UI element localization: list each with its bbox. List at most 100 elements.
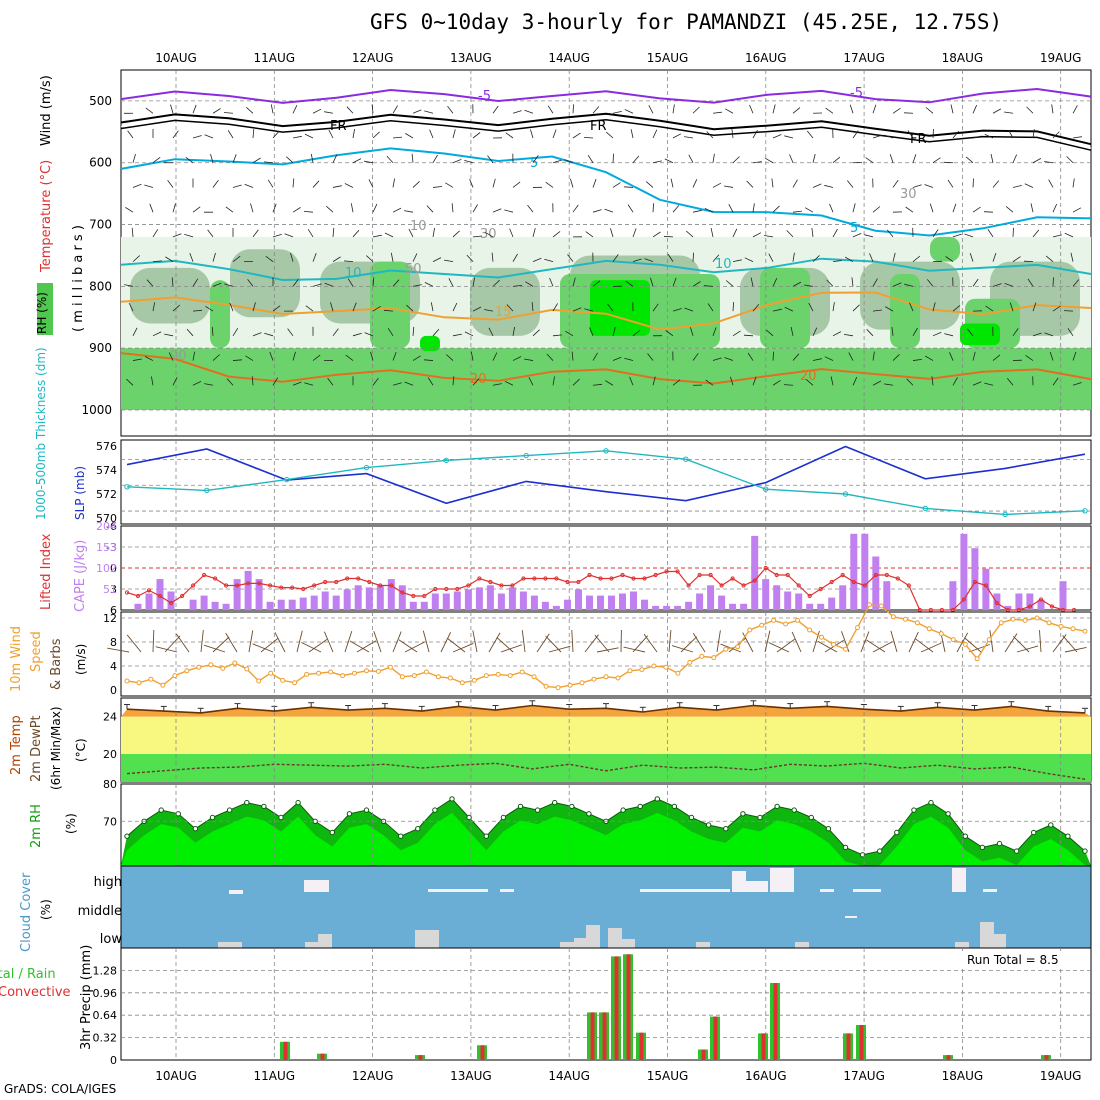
- wind-barb: [712, 357, 722, 361]
- wind-barb: [250, 203, 254, 213]
- wind-barb: [623, 186, 634, 188]
- wind10-marker: [819, 634, 824, 640]
- wind-barb: [426, 205, 434, 213]
- wind-barb: [392, 279, 400, 287]
- wind-barb: [692, 353, 699, 361]
- wind10-barb: [671, 645, 694, 653]
- cape-bar: [530, 595, 538, 610]
- wind-barb: [152, 229, 159, 238]
- wind-barb: [992, 180, 1000, 188]
- wind-barb: [406, 304, 414, 312]
- wind-barb: [752, 203, 755, 213]
- cloud-high-block: [770, 868, 794, 892]
- lifted-index-marker: [620, 572, 625, 578]
- wind-barb: [1072, 279, 1080, 287]
- wind-barb: [852, 203, 856, 213]
- wind-barb: [648, 105, 654, 114]
- wind-barb: [1030, 203, 1034, 213]
- wind-barb: [744, 257, 754, 262]
- wind-barb: [587, 154, 594, 163]
- wind-barb: [750, 277, 754, 287]
- wind10-barb: [776, 638, 796, 653]
- wind-barb: [432, 227, 435, 237]
- precip-conv-bar: [418, 1055, 423, 1060]
- wind-barb: [572, 104, 574, 114]
- wind-barb: [725, 108, 734, 114]
- wind-barb: [303, 211, 314, 213]
- wind-barb: [685, 230, 694, 238]
- cape-bar: [872, 556, 880, 610]
- rh2m-marker: [825, 826, 832, 832]
- date-label-bottom: 16AUG: [745, 1069, 787, 1083]
- wind-barb: [392, 207, 402, 213]
- pressure-tick: 800: [89, 279, 112, 293]
- cape-bar: [486, 585, 494, 610]
- wind-barb: [272, 131, 280, 139]
- wind-barb: [232, 359, 243, 361]
- wind-barb: [571, 351, 574, 361]
- wind10-marker: [148, 676, 154, 682]
- wind-barb: [992, 252, 997, 262]
- cape-bar: [784, 591, 792, 610]
- wind10-marker: [364, 668, 369, 674]
- wind10-tick: 4: [110, 660, 117, 673]
- contour-label: 90: [170, 349, 187, 364]
- wind-barb: [592, 209, 602, 213]
- wind-barb: [552, 159, 562, 164]
- cape-bar: [806, 603, 814, 610]
- wind10-barb: [496, 636, 514, 653]
- rh2m-marker: [671, 803, 678, 810]
- rh2m-marker: [928, 799, 934, 806]
- wind10-marker: [352, 670, 357, 676]
- wind-barb: [610, 228, 614, 238]
- wind-barb: [592, 106, 600, 114]
- rh2m-marker: [688, 814, 695, 821]
- millibars-label: ( m i l l i b a r s ): [71, 225, 86, 332]
- temp2m-label-b: 2m DewPt: [29, 715, 44, 782]
- wind-barb: [552, 231, 561, 238]
- wind-barb: [472, 235, 483, 238]
- cloud-high-block: [952, 868, 966, 892]
- cloud-blocks: [218, 868, 1006, 948]
- wind-barb: [372, 377, 379, 386]
- wind-barb: [452, 129, 456, 139]
- rh2m-fill: [121, 796, 1091, 866]
- wind-barb: [812, 183, 822, 188]
- thickness-marker: [363, 464, 370, 471]
- wind10-barb: [344, 630, 353, 653]
- rh2m-marker: [569, 803, 575, 810]
- wind-barb: [772, 104, 776, 114]
- cape-bar: [960, 533, 968, 610]
- cloud-low-block: [218, 942, 242, 948]
- lifted-index-marker: [521, 576, 526, 581]
- wind-barb: [592, 352, 598, 361]
- wind-barb: [667, 253, 674, 262]
- date-label-top: 19AUG: [1040, 51, 1082, 65]
- wind-barb: [592, 280, 601, 287]
- rh2m-marker: [894, 829, 900, 836]
- rh2m-marker: [466, 814, 472, 821]
- rh2m-marker: [774, 803, 780, 810]
- wind-barb: [731, 129, 734, 139]
- wind-barb: [144, 356, 154, 361]
- lifted-index-marker: [191, 583, 196, 588]
- wind-barb: [886, 229, 894, 238]
- wind-barb: [624, 109, 634, 114]
- wind10-marker: [208, 662, 214, 668]
- wind-barb: [768, 253, 774, 262]
- lifted-index-marker: [455, 586, 460, 592]
- wind-barb: [126, 378, 134, 386]
- wind-barb: [366, 255, 374, 262]
- wind10-marker: [974, 656, 980, 662]
- wind-barb: [1045, 255, 1054, 262]
- wind-barb: [552, 334, 563, 337]
- wind-barb: [307, 229, 314, 238]
- wind10-barb: [200, 630, 204, 653]
- rh2m-marker: [346, 811, 353, 817]
- wind-barb: [872, 104, 877, 114]
- wind10-marker: [1034, 615, 1040, 621]
- wind-barb: [506, 304, 514, 312]
- cape-bar: [795, 593, 803, 610]
- rh2m-marker: [295, 799, 301, 806]
- wind-barb: [984, 133, 994, 139]
